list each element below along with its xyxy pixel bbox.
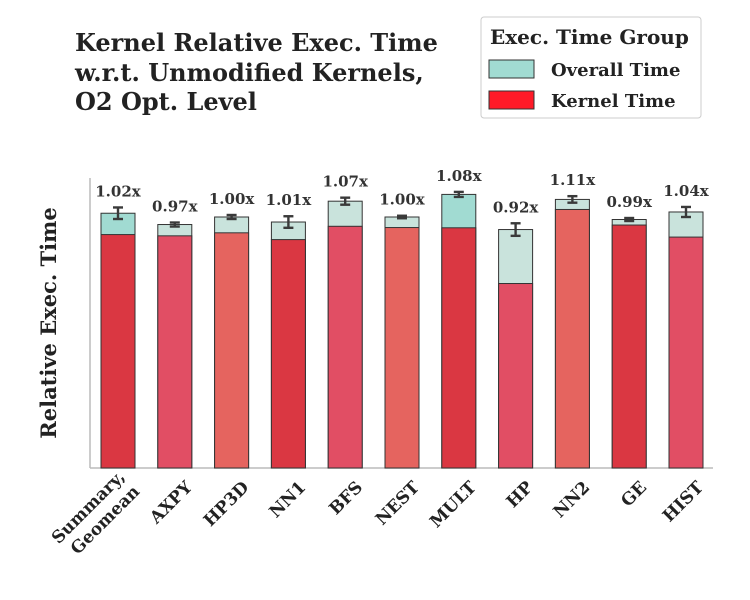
kernel-time-bar-hist <box>668 236 704 469</box>
x-tick-label-line: NEST <box>372 477 424 529</box>
kernel-time-bar-axpy <box>157 235 193 469</box>
bar-annotation-nn1: 1.01x <box>266 191 313 209</box>
kernel-time-bar-bfs <box>327 225 363 469</box>
error-bar-nn1 <box>283 215 294 229</box>
bar-annotation-hp: 0.92x <box>493 198 540 216</box>
legend-title: Exec. Time Group <box>490 25 689 49</box>
x-tick-label-bfs: BFS <box>325 478 367 520</box>
x-tick-label-line: HP <box>503 477 538 512</box>
legend-swatch-overall <box>488 59 535 79</box>
legend-swatch-kernel <box>488 90 535 110</box>
error-bar-mult <box>453 190 464 199</box>
bar-annotation-hp3d: 1.00x <box>209 190 256 208</box>
error-bar-nn2 <box>567 194 578 204</box>
x-tick-label-hist: HIST <box>659 477 708 526</box>
x-tick-label-summary-geomean: Summary,Geomean <box>48 467 144 563</box>
bar-annotation-summary-geomean: 1.02x <box>95 182 142 200</box>
error-bar-nest <box>397 214 407 220</box>
labels-layer: 1.02x Summary,Geomean 0.97x AXPY 1.00x HP3D 1.… <box>48 167 710 563</box>
kernel-time-bar-nn1 <box>270 239 306 469</box>
bar-annotation-bfs: 1.07x <box>322 173 369 191</box>
x-tick-label-hp: HP <box>503 477 538 512</box>
bar-annotation-nn2: 1.11x <box>550 171 597 189</box>
bars-layer <box>100 190 704 469</box>
legend-label-kernel: Kernel Time <box>551 91 676 112</box>
x-tick-label-line: AXPY <box>145 477 197 529</box>
y-axis-label: Relative Exec. Time <box>36 207 61 438</box>
bar-annotation-ge: 0.99x <box>606 193 653 211</box>
kernel-time-bar-hp3d <box>214 232 250 469</box>
kernel-time-bar-hp <box>498 283 534 469</box>
x-tick-label-nest: NEST <box>372 477 424 529</box>
x-tick-label-line: BFS <box>325 478 367 520</box>
bar-annotation-axpy: 0.97x <box>152 198 199 216</box>
error-bar-summary-geomean <box>113 206 123 221</box>
legend-frame <box>480 16 702 119</box>
kernel-time-bar-nn2 <box>554 208 590 469</box>
x-tick-label-line: NN1 <box>266 478 310 522</box>
x-tick-label-line: MULT <box>426 477 481 532</box>
error-bar-hist <box>681 205 691 219</box>
kernel-time-bar-ge <box>611 224 647 469</box>
legend: Exec. Time Group Overall Time Kernel Tim… <box>480 16 702 119</box>
x-tick-label-line: HIST <box>659 477 708 526</box>
kernel-time-bar-nest <box>384 227 420 469</box>
bar-annotation-hist: 1.04x <box>663 182 710 200</box>
x-tick-label-axpy: AXPY <box>145 477 197 529</box>
chart-title-line-3: O2 Opt. Level <box>75 87 257 116</box>
error-bar-axpy <box>169 221 180 228</box>
bar-annotation-mult: 1.08x <box>436 167 483 185</box>
x-tick-label-line: HP3D <box>200 477 254 531</box>
error-bar-hp3d <box>226 213 237 221</box>
kernel-time-bar-summary-geomean <box>100 234 136 469</box>
legend-label-overall: Overall Time <box>551 60 680 81</box>
error-bar-bfs <box>340 196 351 206</box>
kernel-time-bar-mult <box>441 227 477 469</box>
x-tick-label-hp3d: HP3D <box>200 477 254 531</box>
x-tick-label-nn2: NN2 <box>550 478 594 522</box>
chart-title-line-2: w.r.t. Unmodified Kernels, <box>74 58 424 87</box>
bar-annotation-nest: 1.00x <box>379 191 426 209</box>
x-tick-label-nn1: NN1 <box>266 478 310 522</box>
x-tick-label-mult: MULT <box>426 477 481 532</box>
x-tick-label-line: GE <box>617 478 651 512</box>
error-bar-hp <box>510 222 521 238</box>
x-tick-label-ge: GE <box>617 478 651 512</box>
x-tick-label-line: NN2 <box>550 478 594 522</box>
error-bar-ge <box>624 216 635 223</box>
chart-title-line-1: Kernel Relative Exec. Time <box>75 28 438 57</box>
